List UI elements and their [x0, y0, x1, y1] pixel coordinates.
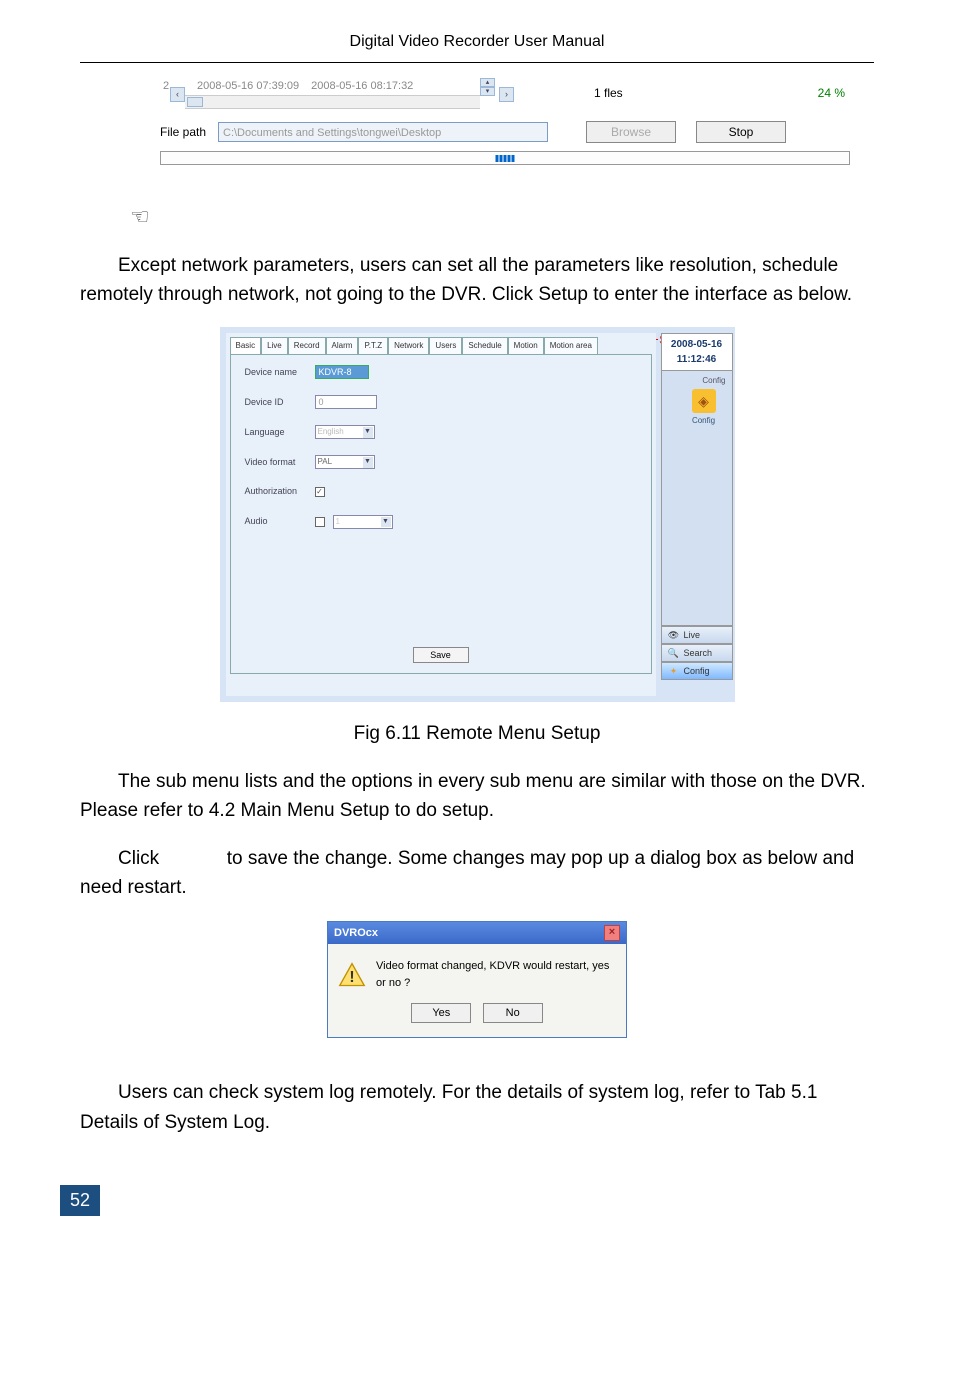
audio-checkbox[interactable] — [315, 517, 325, 527]
backup-panel: 2 ‹ 2008-05-16 07:39:09 2008-05-16 08:17… — [160, 78, 850, 165]
yes-button[interactable]: Yes — [411, 1003, 471, 1023]
tab-motion[interactable]: Motion — [508, 337, 544, 354]
language-label: Language — [245, 426, 315, 440]
audio-select[interactable]: 1 — [333, 515, 393, 529]
stop-button[interactable]: Stop — [696, 121, 786, 143]
paragraph-1: Except network parameters, users can set… — [80, 251, 874, 310]
paragraph-3: Click to save the change. Some changes m… — [80, 844, 874, 903]
warning-icon: ! — [338, 961, 366, 989]
filepath-label: File path — [160, 123, 210, 141]
device-name-label: Device name — [245, 366, 315, 380]
restart-dialog: DVROcx × ! Video format changed, KDVR wo… — [327, 921, 627, 1039]
scroll-right-button[interactable]: › — [499, 87, 514, 102]
save-button[interactable]: Save — [413, 647, 469, 663]
browse-button[interactable]: Browse — [586, 121, 676, 143]
config-button[interactable]: ✦ Config — [661, 662, 733, 680]
video-format-label: Video format — [245, 456, 315, 470]
dialog-title: DVROcx — [334, 925, 378, 942]
authorization-checkbox[interactable] — [315, 487, 325, 497]
filepath-input[interactable]: C:\Documents and Settings\tongwei\Deskto… — [218, 122, 548, 142]
live-button[interactable]: 👁 Live — [661, 626, 733, 644]
device-name-input[interactable]: KDVR-8 — [315, 365, 369, 379]
scroll-down-icon[interactable]: ▾ — [480, 87, 495, 96]
datetime-panel: 2008-05-16 11:12:46 — [661, 333, 733, 371]
tab-motion-area[interactable]: Motion area — [544, 337, 598, 354]
close-icon[interactable]: × — [604, 925, 620, 941]
config-icon-label: Config — [692, 415, 716, 427]
tab-record[interactable]: Record — [288, 337, 326, 354]
scroll-up-icon[interactable]: ▴ — [480, 78, 495, 87]
authorization-label: Authorization — [245, 485, 315, 499]
date-display: 2008-05-16 — [662, 337, 732, 352]
tab-ptz[interactable]: P.T.Z — [358, 337, 388, 354]
tab-network[interactable]: Network — [388, 337, 429, 354]
tab-live[interactable]: Live — [261, 337, 288, 354]
config-icon[interactable]: ◈ — [692, 389, 716, 413]
timestamp-start: 2008-05-16 07:39:09 — [197, 78, 299, 95]
scroll-left-button[interactable]: ‹ — [170, 87, 185, 102]
audio-label: Audio — [245, 515, 315, 529]
dialog-message: Video format changed, KDVR would restart… — [376, 958, 616, 991]
video-format-select[interactable]: PAL — [315, 455, 375, 469]
svg-text:!: ! — [349, 969, 354, 986]
search-label: Search — [684, 647, 713, 661]
file-count: 1 fles — [594, 84, 623, 102]
gear-icon: ✦ — [668, 665, 680, 677]
paragraph-4: Users can check system log remotely. For… — [80, 1078, 874, 1137]
tab-bar: Basic Live Record Alarm P.T.Z Network Us… — [226, 333, 656, 354]
progress-pct: 24 % — [818, 84, 850, 102]
eye-icon: 👁 — [668, 629, 680, 641]
tab-schedule[interactable]: Schedule — [462, 337, 507, 354]
no-button[interactable]: No — [483, 1003, 543, 1023]
search-icon: 🔍 — [668, 647, 680, 659]
figure-caption-1: Fig 6.11 Remote Menu Setup — [80, 720, 874, 749]
tab-users[interactable]: Users — [429, 337, 462, 354]
page-number: 52 — [60, 1185, 100, 1216]
device-id-input[interactable]: 0 — [315, 395, 377, 409]
timestamp-end: 2008-05-16 08:17:32 — [311, 78, 413, 95]
time-display: 11:12:46 — [662, 352, 732, 367]
remote-menu-screenshot: Sub menu Basic Live Record Alarm P.T.Z N… — [220, 327, 735, 702]
page-header: Digital Video Recorder User Manual — [80, 0, 874, 63]
live-label: Live — [684, 629, 701, 643]
file-index: 2 — [160, 78, 170, 95]
device-id-label: Device ID — [245, 396, 315, 410]
config-heading: Config — [702, 375, 725, 387]
tab-basic[interactable]: Basic — [230, 337, 262, 354]
pointer-hand-icon: ☜ — [130, 200, 150, 233]
config-label: Config — [684, 665, 710, 679]
search-button[interactable]: 🔍 Search — [661, 644, 733, 662]
paragraph-2: The sub menu lists and the options in ev… — [80, 767, 874, 826]
tab-alarm[interactable]: Alarm — [326, 337, 359, 354]
scrollbar-thumb[interactable] — [187, 97, 203, 107]
progress-bar — [160, 151, 850, 165]
language-select[interactable]: English — [315, 425, 375, 439]
